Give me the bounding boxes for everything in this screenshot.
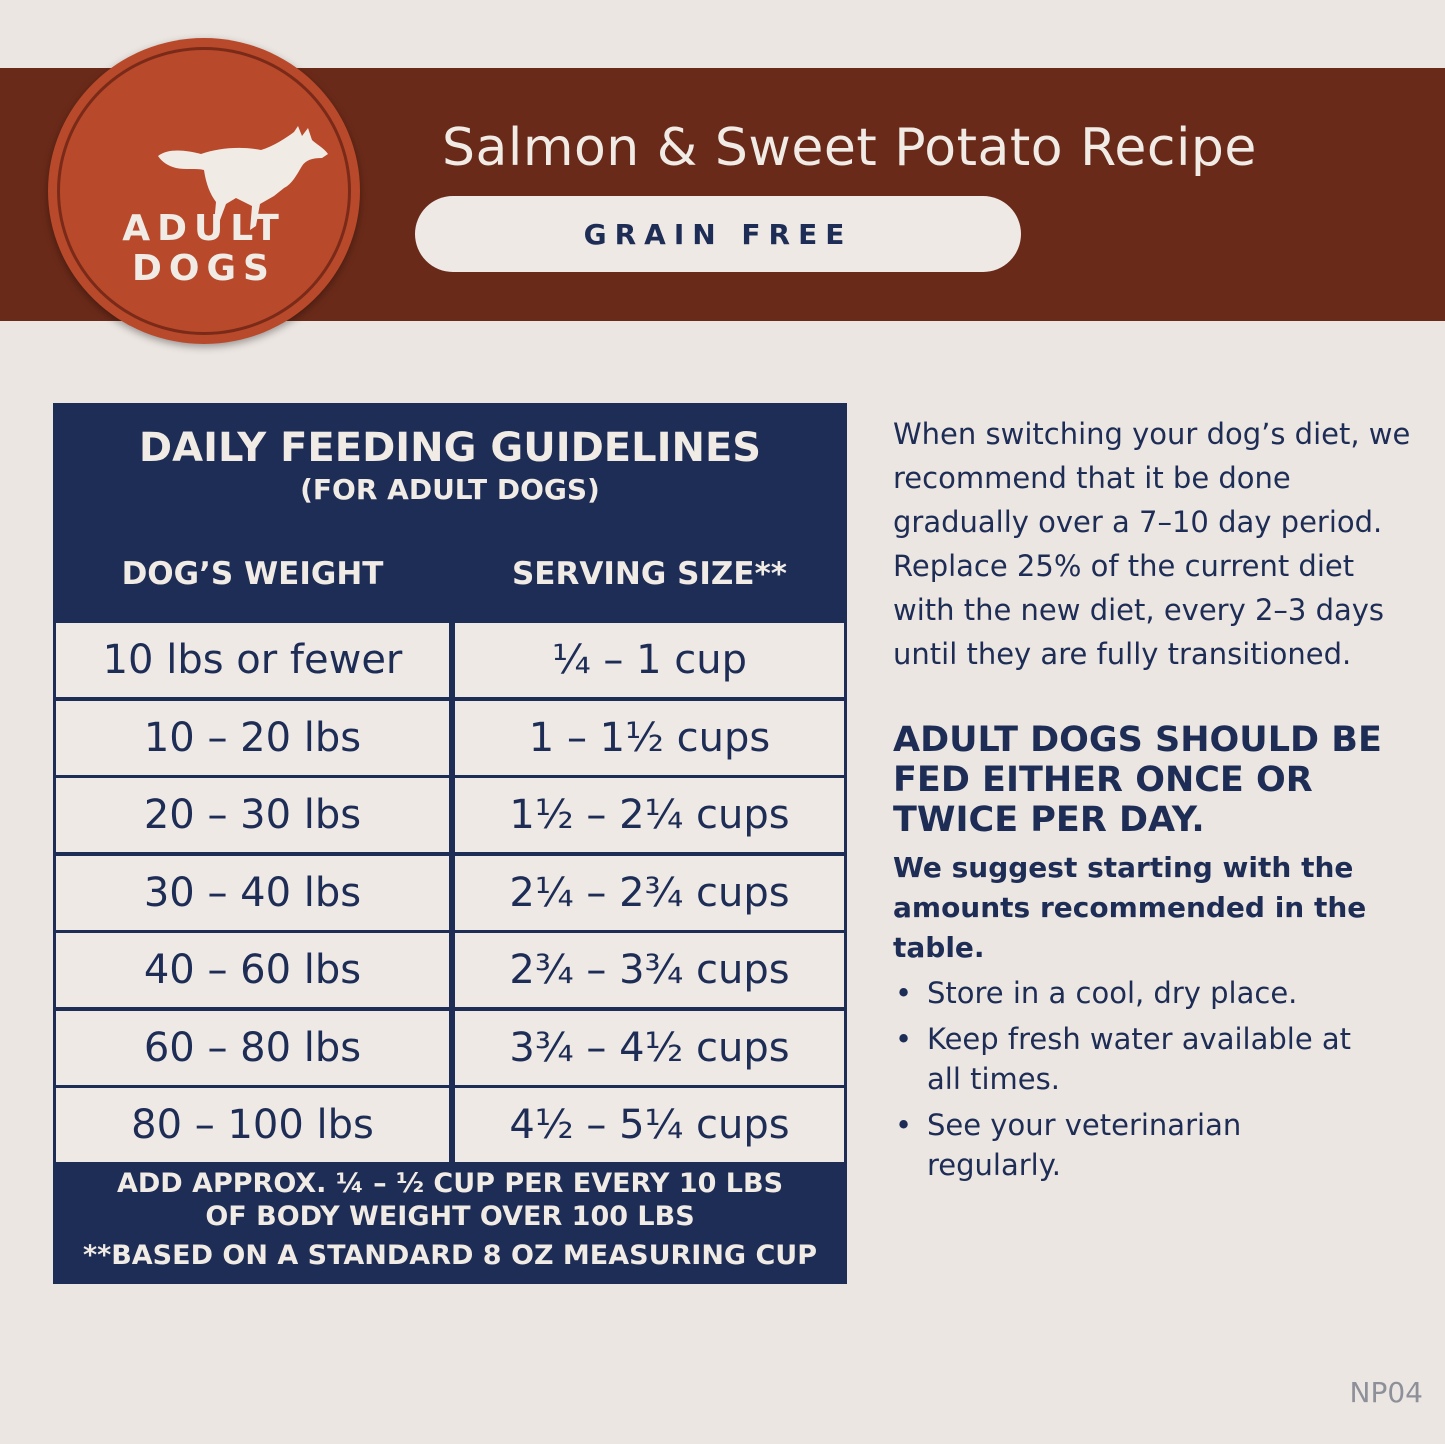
serving-cell: 4½ – 5¼ cups — [455, 1088, 844, 1162]
adult-dogs-badge: ADULT DOGS — [48, 38, 360, 344]
weight-cell: 80 – 100 lbs — [56, 1088, 449, 1162]
feeding-table: DAILY FEEDING GUIDELINES (FOR ADULT DOGS… — [53, 403, 847, 1284]
weight-cell: 30 – 40 lbs — [56, 855, 449, 930]
bullet-icon: • — [895, 1022, 913, 1056]
table-subtitle: (FOR ADULT DOGS) — [300, 473, 600, 506]
list-item-text: See your veterinarian regularly. — [927, 1108, 1242, 1182]
footer-line1: ADD APPROX. ¼ – ½ CUP PER EVERY 10 LBS — [116, 1168, 784, 1199]
badge-ring — [57, 47, 351, 335]
serving-cell: 2¾ – 3¾ cups — [455, 933, 844, 1007]
footer-line3: **BASED ON A STANDARD 8 OZ MEASURING CUP — [82, 1240, 818, 1271]
table-row: 40 – 60 lbs 2¾ – 3¾ cups — [56, 933, 844, 1007]
list-item: • Keep fresh water available at all times… — [893, 1019, 1363, 1099]
transition-text: When switching your dog’s diet, we recom… — [893, 417, 1411, 671]
weight-cell: 20 – 30 lbs — [56, 778, 449, 852]
weight-cell: 40 – 60 lbs — [56, 933, 449, 1007]
care-tips-list: • Store in a cool, dry place. • Keep fresh… — [893, 973, 1413, 1191]
table-row: 10 lbs or fewer ¼ – 1 cup — [56, 623, 844, 697]
list-item-text: Store in a cool, dry place. — [927, 976, 1298, 1010]
recipe-title: Salmon & Sweet Potato Recipe — [442, 118, 1257, 178]
serving-cell: 1½ – 2¼ cups — [455, 778, 844, 852]
list-item: • Store in a cool, dry place. — [893, 973, 1363, 1013]
badge-line2: DOGS — [132, 248, 276, 289]
serving-cell: 1 – 1½ cups — [455, 700, 844, 775]
bullet-icon: • — [895, 1108, 913, 1142]
weight-cell: 10 lbs or fewer — [56, 623, 449, 697]
list-item-text: Keep fresh water available at all times. — [927, 1022, 1352, 1096]
grain-free-tag: GRAIN FREE — [415, 196, 1021, 272]
table-row: 80 – 100 lbs 4½ – 5¼ cups — [56, 1088, 844, 1162]
list-item: • See your veterinarian regularly. — [893, 1105, 1363, 1185]
badge-line1: ADULT — [122, 208, 286, 249]
table-row: 10 – 20 lbs 1 – 1½ cups — [56, 700, 844, 775]
table-title: DAILY FEEDING GUIDELINES — [138, 425, 762, 471]
table-footer: ADD APPROX. ¼ – ½ CUP PER EVERY 10 LBS O… — [53, 1165, 847, 1272]
serving-cell: 2¼ – 2¾ cups — [455, 855, 844, 930]
footer-line2: OF BODY WEIGHT OVER 100 LBS — [205, 1201, 695, 1232]
table-header: DAILY FEEDING GUIDELINES (FOR ADULT DOGS… — [53, 403, 847, 523]
product-code: NP04 — [1349, 1376, 1423, 1409]
bullet-icon: • — [895, 976, 913, 1010]
column-header-weight: DOG’S WEIGHT — [121, 555, 384, 592]
table-row: 30 – 40 lbs 2¼ – 2¾ cups — [56, 855, 844, 930]
weight-cell: 60 – 80 lbs — [56, 1010, 449, 1085]
serving-cell: 3¾ – 4½ cups — [455, 1010, 844, 1085]
weight-cell: 10 – 20 lbs — [56, 700, 449, 775]
feeding-frequency-heading: ADULT DOGS SHOULD BE FED EITHER ONCE OR … — [893, 720, 1382, 840]
suggestion-text: We suggest starting with the amounts rec… — [893, 851, 1367, 964]
column-header-serving: SERVING SIZE** — [511, 555, 788, 592]
table-row: 60 – 80 lbs 3¾ – 4½ cups — [56, 1010, 844, 1085]
running-dog-icon — [158, 126, 328, 230]
table-row: 20 – 30 lbs 1½ – 2¼ cups — [56, 778, 844, 852]
serving-cell: ¼ – 1 cup — [455, 623, 844, 697]
